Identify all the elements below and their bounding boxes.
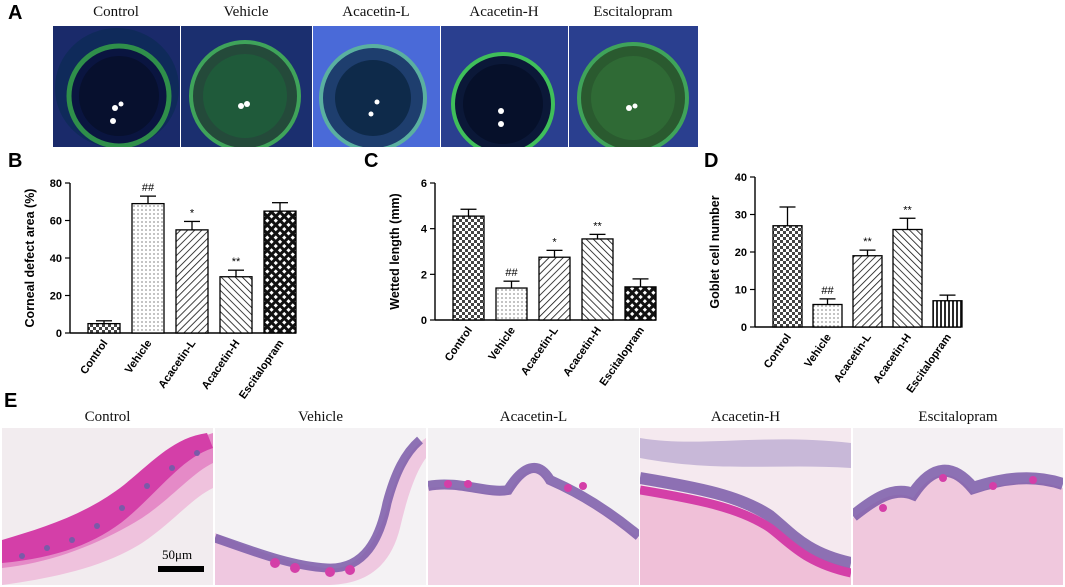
histo-label-control: Control	[84, 409, 131, 425]
significance-d-3: **	[903, 204, 912, 216]
bar-d-4	[932, 300, 963, 328]
panel-letter-c: C	[364, 150, 379, 172]
eye-image-acacetin-l	[312, 25, 441, 148]
y-tick-label-d-0: 0	[741, 322, 747, 334]
eye-label-acacetin-l: Acacetin-L	[342, 4, 410, 20]
category-label-c-1: Vehicle	[486, 325, 518, 363]
y-tick-label-b-0: 0	[56, 328, 62, 340]
significance-d-2: **	[863, 236, 872, 248]
y-tick-label-d-2: 20	[735, 247, 747, 259]
panel-letter-b: B	[8, 150, 23, 172]
eye-label-acacetin-h: Acacetin-H	[469, 4, 539, 20]
eye-label-escitalopram: Escitalopram	[593, 4, 673, 20]
histo-image-acacetin-h	[640, 428, 851, 585]
y-axis-label-c: Wetted length (mm)	[388, 193, 402, 309]
y-axis-label-b: Corneal defect area (%)	[23, 189, 37, 328]
histo-image-acacetin-l	[428, 428, 639, 585]
y-tick-label-c-0: 0	[421, 315, 427, 327]
bar-c-0	[452, 215, 485, 321]
y-tick-label-b-3: 60	[50, 216, 62, 228]
bar-c-4	[624, 286, 657, 321]
category-label-d-2: Acacetin-L	[832, 332, 874, 385]
eye-image-control	[52, 25, 181, 148]
y-tick-label-c-2: 4	[421, 224, 428, 236]
bar-d-1	[812, 303, 843, 328]
bar-c-3	[581, 238, 614, 321]
category-label-d-3: Acacetin-H	[871, 332, 914, 386]
y-axis-label-d: Goblet cell number	[708, 195, 722, 308]
category-label-b-1: Vehicle	[123, 338, 155, 376]
histo-image-vehicle	[215, 428, 426, 585]
scale-bar-label: 50μm	[162, 547, 193, 562]
bar-d-3	[892, 228, 923, 328]
bar-c-1	[495, 287, 528, 321]
category-label-c-3: Acacetin-H	[561, 325, 604, 379]
histo-label-acacetin-l: Acacetin-L	[499, 409, 568, 425]
histo-image-escitalopram	[853, 428, 1063, 585]
category-label-c-2: Acacetin-L	[519, 325, 561, 378]
y-tick-label-c-3: 6	[421, 178, 427, 190]
eye-image-vehicle	[180, 25, 313, 148]
bar-c-2	[538, 256, 571, 321]
category-label-d-0: Control	[762, 332, 794, 371]
bar-b-3	[219, 276, 253, 334]
significance-c-2: *	[552, 236, 557, 248]
histo-image-control	[2, 428, 213, 585]
panel-letter-d: D	[704, 150, 719, 172]
significance-d-1: ##	[821, 285, 834, 297]
bar-b-0	[87, 322, 121, 334]
histo-label-vehicle: Vehicle	[298, 409, 343, 425]
significance-b-1: ##	[142, 182, 155, 194]
category-label-b-3: Acacetin-H	[200, 338, 243, 392]
bar-d-0	[772, 225, 803, 328]
significance-c-3: **	[593, 220, 602, 232]
significance-c-1: ##	[505, 267, 518, 279]
category-label-b-4: Escitalopram	[237, 338, 287, 402]
y-tick-label-b-4: 80	[50, 178, 62, 190]
eye-image-escitalopram	[568, 25, 699, 148]
panel-letter-a: A	[8, 2, 23, 24]
y-tick-label-b-2: 40	[50, 253, 62, 265]
category-label-d-1: Vehicle	[802, 332, 834, 370]
scale-bar	[158, 566, 204, 572]
significance-b-2: *	[190, 207, 195, 219]
histo-label-escitalopram: Escitalopram	[918, 409, 998, 425]
eye-image-acacetin-h	[440, 25, 569, 148]
category-label-c-4: Escitalopram	[597, 325, 647, 389]
significance-b-3: **	[232, 256, 241, 268]
category-label-b-2: Acacetin-L	[156, 338, 198, 391]
category-label-c-0: Control	[443, 325, 475, 364]
y-tick-label-d-3: 30	[735, 210, 747, 222]
y-tick-label-c-1: 2	[421, 269, 427, 281]
bar-b-2	[175, 229, 209, 334]
y-tick-label-d-1: 10	[735, 285, 747, 297]
histo-label-acacetin-h: Acacetin-H	[710, 409, 781, 425]
eye-label-vehicle: Vehicle	[223, 4, 269, 20]
y-tick-label-d-4: 40	[735, 172, 747, 184]
category-label-b-0: Control	[78, 338, 110, 377]
y-tick-label-b-1: 20	[50, 291, 62, 303]
panel-letter-e: E	[4, 390, 18, 412]
bar-b-4	[263, 210, 297, 334]
bar-d-2	[852, 255, 883, 328]
eye-label-control: Control	[93, 4, 139, 20]
bar-b-1	[131, 202, 165, 334]
